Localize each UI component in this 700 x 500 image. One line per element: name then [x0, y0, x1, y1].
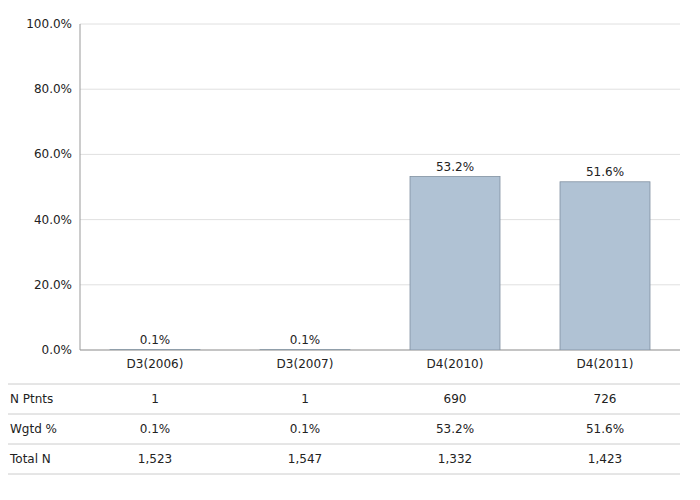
data-label: 53.2%	[436, 160, 474, 174]
y-tick-label: 80.0%	[34, 82, 72, 96]
y-tick-label: 100.0%	[26, 17, 72, 31]
x-tick-label: D3(2007)	[277, 357, 334, 371]
x-tick-label: D4(2011)	[577, 357, 634, 371]
y-tick-label: 20.0%	[34, 278, 72, 292]
table-separator	[8, 384, 680, 385]
bar	[410, 177, 500, 350]
table-cell: 53.2%	[436, 422, 474, 436]
table-cell: 1,332	[438, 452, 472, 466]
table-cell: 1,423	[588, 452, 622, 466]
table-cell: 1,523	[138, 452, 172, 466]
data-label: 51.6%	[586, 165, 624, 179]
table-cell: 1	[301, 392, 309, 406]
table-separator	[8, 414, 680, 415]
y-tick-label: 40.0%	[34, 213, 72, 227]
bar	[560, 182, 650, 350]
data-label: 0.1%	[140, 333, 171, 347]
table-cell: 51.6%	[586, 422, 624, 436]
table-cell: 1,547	[288, 452, 322, 466]
data-label: 0.1%	[290, 333, 321, 347]
y-tick-label: 60.0%	[34, 147, 72, 161]
y-axis-line	[80, 24, 81, 350]
bar	[260, 349, 350, 350]
table-cell: 726	[594, 392, 617, 406]
table-row-label: N Ptnts	[10, 392, 53, 406]
chart-container: 0.0% 20.0% 40.0% 60.0% 80.0% 100.0% 0.1% 0.1% 53…	[0, 0, 700, 500]
table-row-label: Wgtd %	[10, 422, 57, 436]
x-tick-label: D4(2010)	[427, 357, 484, 371]
table-cell: 690	[444, 392, 467, 406]
table-separator	[8, 444, 680, 445]
grid	[80, 24, 680, 350]
table-cell: 0.1%	[140, 422, 171, 436]
x-tick-label: D3(2006)	[127, 357, 184, 371]
grid-line	[80, 89, 680, 90]
chart: 0.0% 20.0% 40.0% 60.0% 80.0% 100.0% 0.1% 0.1% 53…	[0, 0, 700, 500]
bars	[110, 177, 650, 350]
table-row-label: Total N	[9, 452, 51, 466]
table-separator	[8, 474, 680, 475]
grid-line	[80, 154, 680, 155]
table-cell: 1	[151, 392, 159, 406]
table-cell: 0.1%	[290, 422, 321, 436]
bar	[110, 349, 200, 350]
table: N Ptnts 1 1 690 726 Wgtd % 0.1% 0.1% 53.2% 51.6% T…	[8, 384, 680, 474]
grid-line	[80, 24, 680, 25]
y-tick-label: 0.0%	[42, 343, 73, 357]
